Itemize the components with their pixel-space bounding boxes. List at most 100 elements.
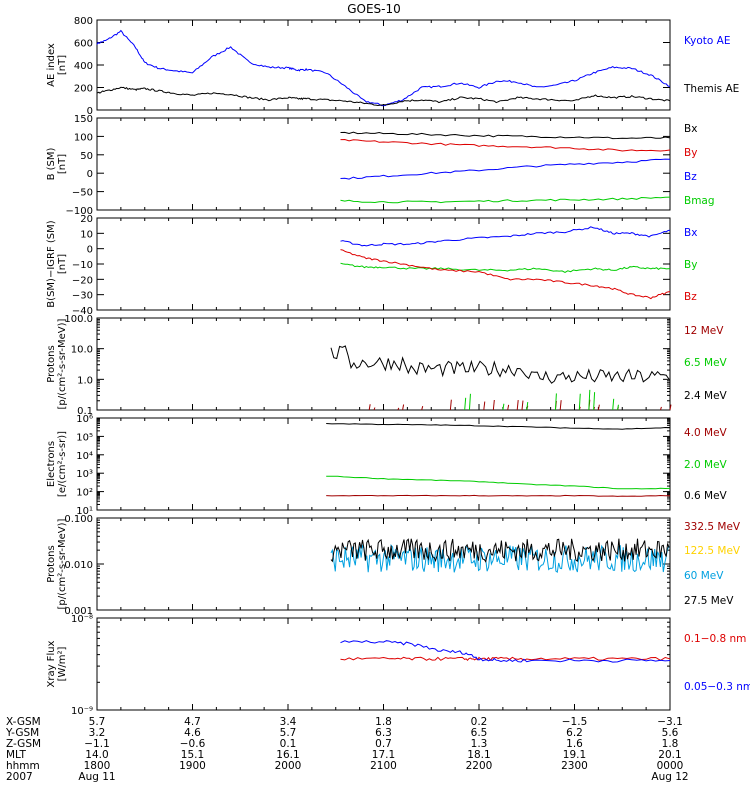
legend-entry: 332.5 MeV xyxy=(684,521,741,533)
legend-entry: Bmag xyxy=(684,195,715,207)
y-axis-label: [p/(cm²-s-sr-MeV)] xyxy=(57,518,68,609)
orbit-row-label: Y-GSM xyxy=(5,727,39,739)
orbit-row-label: 2007 xyxy=(6,771,33,783)
panel-frame xyxy=(96,217,671,311)
series-line xyxy=(330,538,670,563)
orbit-cell: 0.1 xyxy=(280,738,297,750)
y-tick-label: 10⁻⁹ xyxy=(71,706,93,717)
orbit-cell: 1.3 xyxy=(471,738,488,750)
legend-entry: Bx xyxy=(684,123,697,135)
y-tick-label: −20 xyxy=(72,275,93,286)
y-axis-label: AE index xyxy=(46,43,57,87)
orbit-cell: 0.2 xyxy=(471,716,488,728)
mark-green xyxy=(588,389,591,411)
y-tick-label: 0 xyxy=(87,245,93,256)
mark-darkred xyxy=(516,399,519,411)
legend-entry: Bz xyxy=(684,291,697,303)
series-line xyxy=(340,262,671,273)
legend-entry: 6.5 MeV xyxy=(684,357,728,369)
y-axis-label: Protons xyxy=(46,545,57,582)
y-tick-label: −100 xyxy=(66,206,93,217)
y-axis-label: Electrons xyxy=(46,441,57,487)
series-line xyxy=(340,138,671,152)
y-axis-label: B(SM)−IGRF (SM) xyxy=(46,220,57,307)
series-line xyxy=(340,656,671,662)
legend-entry: By xyxy=(684,147,697,159)
mark-darkred xyxy=(507,404,510,411)
y-axis-label: [e/(cm²-s-sr)] xyxy=(57,431,68,497)
y-tick-label: 600 xyxy=(74,39,93,50)
mark-green xyxy=(554,393,557,411)
mark-green xyxy=(616,404,619,411)
orbit-cell: 6.5 xyxy=(471,727,488,739)
orbit-cell: 0.7 xyxy=(375,738,392,750)
orbit-cell: 2300 xyxy=(561,760,588,772)
y-tick-label: 10.0 xyxy=(71,345,93,356)
series-line xyxy=(96,29,671,107)
legend-entry: Bx xyxy=(684,227,697,239)
panel-p2: 0.001 0.010 0.100 Protons [p/(cm²-s-sr-MeV)]… xyxy=(46,514,741,617)
legend-entry: 2.0 MeV xyxy=(684,459,728,471)
mark-darkred xyxy=(397,407,400,411)
orbit-row-label: Z-GSM xyxy=(6,738,41,750)
panel-frame xyxy=(96,517,671,611)
mark-green xyxy=(526,401,529,411)
mark-darkred xyxy=(373,407,376,411)
y-tick-label: 10⁻⁸ xyxy=(71,614,93,625)
mark-green xyxy=(464,397,467,411)
y-tick-label: 1.0 xyxy=(77,375,93,386)
orbit-row-label: MLT xyxy=(6,749,26,761)
panel-frame xyxy=(96,317,671,411)
panel-frame xyxy=(96,417,671,511)
orbit-cell: 18.1 xyxy=(467,749,490,761)
legend-entry: 12 MeV xyxy=(684,325,724,337)
orbit-cell: 2000 xyxy=(275,760,302,772)
series-line xyxy=(340,131,671,140)
orbit-cell: 14.0 xyxy=(85,749,108,761)
legend-entry: 0.1−0.8 nm xyxy=(684,633,746,645)
orbit-cell: −1.1 xyxy=(84,738,110,750)
panel-xr: 10⁻⁹ 10⁻⁸ Xray Flux [W/m²] 0.1−0.8 nm 0.05−0.… xyxy=(46,614,750,717)
orbit-cell: −0.6 xyxy=(180,738,206,750)
legend-entry: 122.5 MeV xyxy=(684,545,741,557)
orbit-cell: 1.8 xyxy=(662,738,679,750)
mark-darkred xyxy=(449,399,452,411)
orbit-cell: 5.7 xyxy=(89,716,106,728)
y-axis-label: Protons xyxy=(46,345,57,382)
y-tick-label: 100 xyxy=(74,132,93,143)
series-line xyxy=(340,196,671,204)
y-tick-label: 50 xyxy=(80,151,93,162)
series-line xyxy=(330,345,670,384)
mark-darkred xyxy=(402,404,405,411)
orbit-cell: 6.2 xyxy=(566,727,583,739)
legend-entry: 4.0 MeV xyxy=(684,427,728,439)
y-axis-label: [nT] xyxy=(57,55,68,75)
legend-entry: 2.4 MeV xyxy=(684,390,728,402)
y-axis-label: [nT] xyxy=(57,154,68,174)
y-tick-label: 0.001 xyxy=(64,606,93,617)
y-axis-label: B (SM) xyxy=(46,147,57,180)
mark-darkred xyxy=(521,400,524,411)
mark-green xyxy=(612,398,615,411)
y-tick-label: −40 xyxy=(72,306,93,317)
orbit-cell: 1.6 xyxy=(566,738,583,750)
orbit-cell: 3.2 xyxy=(89,727,106,739)
panel-el: 10¹ 10² 10³ 10⁴ 10⁵ 10⁶ Electrons [e/(cm²-s-sr)… xyxy=(46,414,728,517)
series-line xyxy=(340,249,671,300)
orbit-cell: 19.1 xyxy=(563,749,586,761)
y-tick-label: 0.100 xyxy=(64,514,93,525)
orbit-cell: 6.3 xyxy=(375,727,392,739)
series-line xyxy=(326,494,670,497)
panel-p1: 0.1 1.0 10.0 100.0 Protons [p/(cm²-s-sr-MeV)]… xyxy=(46,314,728,417)
mark-green xyxy=(593,392,596,411)
y-axis-label: [W/m²] xyxy=(57,646,68,681)
y-tick-label: 10⁶ xyxy=(76,414,93,425)
y-tick-label: 800 xyxy=(74,16,93,27)
series-line xyxy=(340,640,671,663)
mark-darkred xyxy=(669,404,672,411)
orbit-cell: Aug 11 xyxy=(78,771,115,783)
mark-darkred xyxy=(368,404,371,411)
legend-entry: 60 MeV xyxy=(684,570,724,582)
series-line xyxy=(326,475,671,490)
